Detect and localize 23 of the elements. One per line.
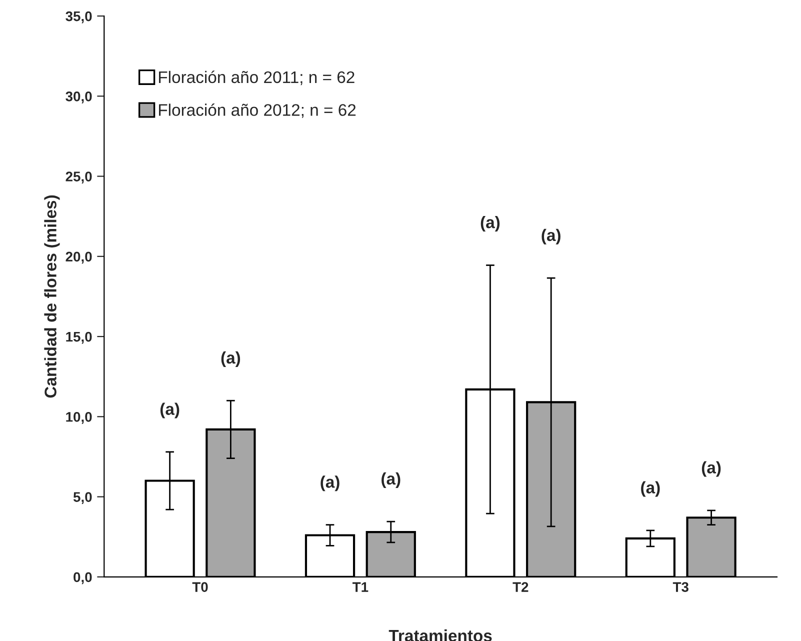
- x-tick-label: T1: [352, 582, 368, 592]
- annotation: (a): [542, 228, 560, 244]
- y-tick-label: 15,0: [66, 332, 92, 344]
- y-tick-label: 5,0: [73, 492, 92, 504]
- annotation: (a): [641, 481, 660, 497]
- annotation: (a): [382, 472, 400, 488]
- legend-label: Floración año 2011; n = 62: [159, 70, 354, 86]
- y-tick-label: 10,0: [66, 412, 92, 424]
- y-axis-title: Cantidad de flores (miles): [44, 195, 60, 398]
- y-tick-label: 25,0: [66, 172, 92, 184]
- annotation: (a): [480, 216, 500, 232]
- x-tick-label: T3: [672, 582, 688, 592]
- annotation: (a): [320, 476, 340, 492]
- y-tick-label: 0,0: [74, 572, 92, 584]
- y-tick-label: 30,0: [66, 91, 92, 104]
- x-tick-label: T0: [192, 582, 208, 592]
- y-tick-label: 20,0: [66, 252, 92, 264]
- y-tick-label: 35,0: [66, 11, 92, 24]
- annotation: (a): [160, 402, 180, 418]
- x-tick-label: T2: [512, 582, 528, 592]
- legend-label: Floración año 2012; n = 62: [159, 103, 356, 118]
- annotation: (a): [221, 351, 240, 367]
- annotation: (a): [702, 461, 721, 477]
